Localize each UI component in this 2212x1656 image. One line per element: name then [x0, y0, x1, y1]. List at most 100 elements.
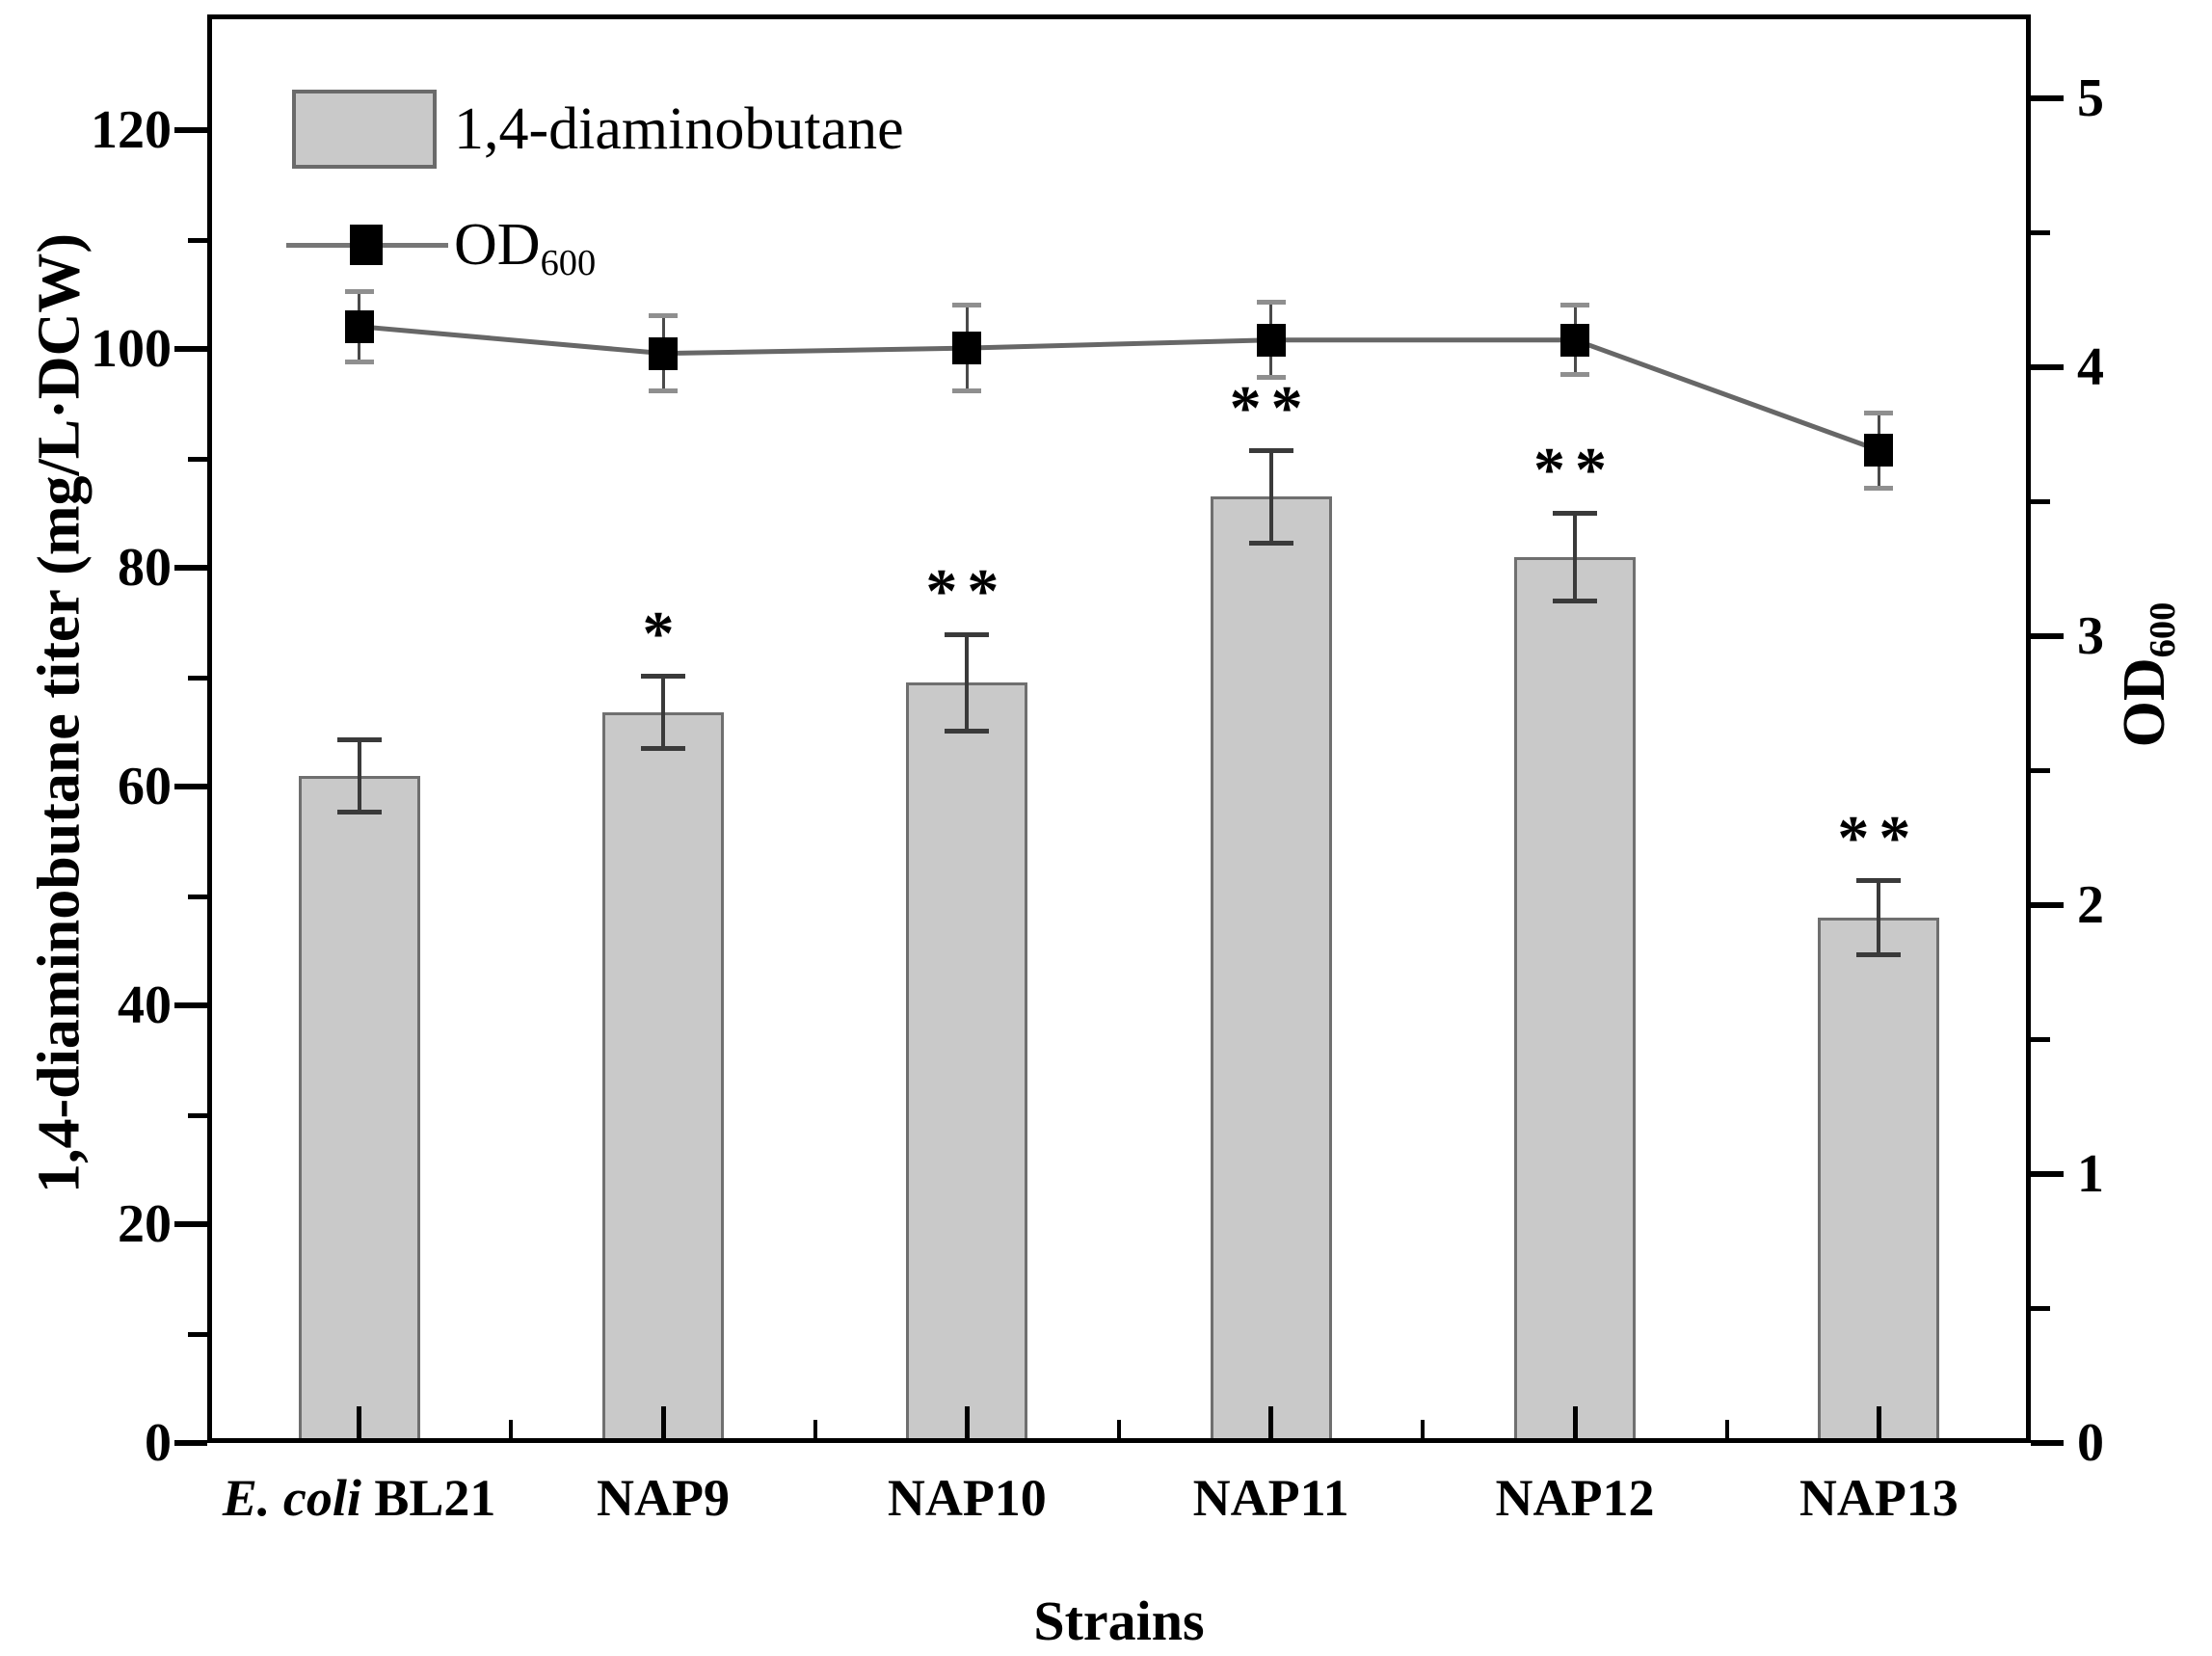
bar-error-cap-top — [336, 736, 382, 742]
right-axis-tick-label: 4 — [2077, 336, 2104, 397]
bar-error-cap-top — [1248, 448, 1293, 454]
od-point-marker — [1864, 434, 1894, 467]
left-axis-major-tick — [174, 1002, 207, 1009]
od-error-cap-bottom — [1256, 375, 1286, 381]
legend-od-marker — [350, 225, 383, 265]
x-axis-minor-tick — [509, 1420, 514, 1443]
right-axis-major-tick — [2031, 1440, 2064, 1446]
legend-od-label-main: OD — [454, 212, 541, 278]
left-axis-major-tick — [174, 784, 207, 790]
right-axis-major-tick — [2031, 94, 2064, 101]
x-axis-major-tick — [357, 1406, 362, 1443]
bar-error-line — [965, 634, 970, 732]
od-error-cap-top — [1560, 302, 1589, 307]
left-axis-major-tick — [174, 1221, 207, 1228]
x-category-label: NAP10 — [887, 1469, 1047, 1527]
x-category-label: NAP11 — [1192, 1469, 1349, 1527]
x-axis-major-tick — [1572, 1406, 1578, 1443]
od-error-cap-bottom — [649, 388, 678, 394]
left-axis-minor-tick — [188, 894, 207, 899]
legend-bar-label: 1,4-diaminobutane — [454, 96, 904, 162]
x-category-label: NAP13 — [1799, 1469, 1959, 1527]
left-axis-minor-tick — [188, 1112, 207, 1118]
right-axis-tick-label: 2 — [2077, 874, 2104, 935]
left-axis-major-tick — [174, 127, 207, 134]
bar — [1818, 918, 1940, 1443]
right-axis-tick-label: 5 — [2077, 67, 2104, 128]
bar — [1514, 556, 1636, 1443]
od-error-cap-bottom — [1864, 485, 1894, 491]
od-point-marker — [1560, 323, 1589, 357]
left-axis-minor-tick — [188, 1331, 207, 1337]
significance-marker: ** — [1837, 802, 1921, 873]
left-axis-tick-label: 0 — [145, 1413, 172, 1473]
bar-error-cap-bottom — [1856, 952, 1902, 958]
bar-error-line — [1573, 513, 1577, 601]
x-category-label-italic: E. coli — [222, 1469, 361, 1527]
significance-marker: * — [642, 598, 684, 669]
od-error-cap-bottom — [1560, 372, 1589, 378]
right-axis-major-tick — [2031, 632, 2064, 639]
left-axis-minor-tick — [188, 456, 207, 462]
bars-layer: * ** ** ** ** — [207, 14, 2031, 1443]
x-axis-minor-tick — [813, 1420, 817, 1443]
significance-marker: ** — [925, 556, 1009, 628]
right-axis-title-main: OD — [2112, 657, 2178, 748]
x-axis-title: Strains — [1033, 1589, 1205, 1652]
bar-error-line — [661, 676, 665, 749]
right-axis-minor-tick — [2031, 230, 2050, 236]
left-axis-tick-label: 80 — [118, 538, 172, 599]
right-axis-tick-label: 1 — [2077, 1143, 2104, 1204]
legend-od-label-sub: 600 — [540, 242, 597, 283]
plot-area: * ** ** ** ** 1,4-diaminobutane OD600 — [207, 14, 2031, 1443]
right-axis-major-tick — [2031, 901, 2064, 908]
significance-marker: ** — [1229, 372, 1313, 443]
x-axis-major-tick — [1268, 1406, 1274, 1443]
bar — [906, 682, 1028, 1443]
od-error-cap-top — [344, 288, 374, 294]
x-ticks-layer — [207, 14, 2031, 1443]
bar-error-cap-bottom — [641, 745, 685, 751]
x-category-label: NAP12 — [1495, 1469, 1655, 1527]
left-axis-tick-label: 60 — [118, 757, 172, 817]
legend-od-label: OD600 — [454, 205, 596, 303]
right-axis-minor-tick — [2031, 768, 2050, 774]
od-point-marker — [344, 309, 374, 343]
od-point-marker — [952, 332, 982, 365]
bar-error-cap-top — [945, 631, 990, 637]
left-axis-major-tick — [174, 346, 207, 353]
left-axis-minor-tick — [188, 237, 207, 243]
significance-marker: ** — [1533, 435, 1616, 506]
od-error-cap-top — [952, 302, 982, 307]
x-axis-minor-tick — [1724, 1420, 1729, 1443]
x-axis-major-tick — [964, 1406, 970, 1443]
x-category-label: NAP9 — [597, 1469, 730, 1527]
bar — [1210, 496, 1332, 1443]
bar-error-cap-bottom — [945, 728, 990, 734]
left-axis-minor-tick — [188, 675, 207, 681]
od-error-cap-top — [1864, 410, 1894, 415]
od-line-svg — [359, 324, 1880, 453]
left-axis-tick-label: 20 — [118, 1194, 172, 1255]
od-error-cap-top — [649, 313, 678, 319]
right-axis-major-tick — [2031, 363, 2064, 370]
legend-bar-swatch — [292, 90, 437, 169]
bar-error-cap-bottom — [336, 809, 382, 815]
right-axis-minor-tick — [2031, 499, 2050, 505]
right-axis-major-tick — [2031, 1170, 2064, 1177]
x-axis-major-tick — [1876, 1406, 1881, 1443]
x-axis-major-tick — [660, 1406, 666, 1443]
x-axis-minor-tick — [1421, 1420, 1426, 1443]
left-axis-tick-label: 100 — [91, 319, 172, 380]
x-category-label: E. coli BL21 — [222, 1469, 496, 1527]
right-axis-minor-tick — [2031, 1037, 2050, 1043]
bar — [602, 711, 724, 1443]
bar-error-line — [1877, 880, 1881, 955]
bar — [298, 775, 420, 1443]
bar-error-cap-bottom — [1248, 540, 1293, 546]
bar-error-cap-top — [1856, 878, 1902, 884]
od-error-cap-top — [1256, 300, 1286, 306]
od-error-cap-bottom — [952, 388, 982, 394]
left-axis-tick-label: 120 — [91, 100, 172, 161]
